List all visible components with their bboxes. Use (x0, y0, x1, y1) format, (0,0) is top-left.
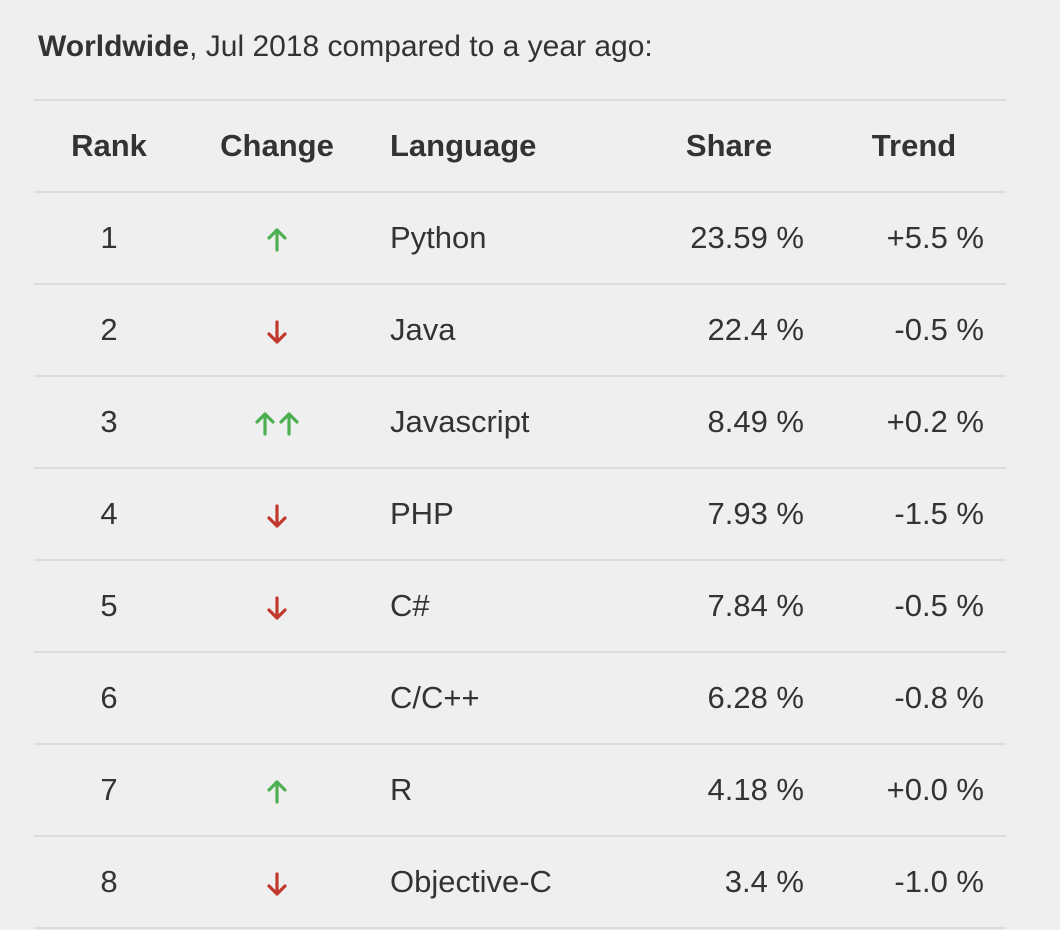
row-divider (34, 651, 1006, 653)
row-divider (34, 283, 1006, 285)
change-cell (202, 284, 352, 376)
share-cell: 8.49 % (707, 404, 804, 439)
trend-cell: +0.2 % (886, 404, 984, 439)
row-divider (34, 559, 1006, 561)
share-cell: 22.4 % (707, 312, 804, 347)
double-arrow-up-icon (255, 412, 299, 436)
rank-cell: 1 (100, 220, 118, 255)
change-cell (202, 376, 352, 468)
share-cell: 23.59 % (690, 220, 804, 255)
language-cell: Javascript (390, 404, 530, 439)
language-cell: C# (390, 588, 430, 623)
arrow-down-icon (267, 872, 287, 896)
language-cell: Objective-C (390, 864, 552, 899)
trend-cell: +5.5 % (886, 220, 984, 255)
language-cell: Java (390, 312, 456, 347)
arrow-down-icon (267, 504, 287, 528)
column-header-language: Language (390, 128, 537, 163)
row-divider (34, 375, 1006, 377)
trend-cell: -0.8 % (894, 680, 984, 715)
language-cell: C/C++ (390, 680, 480, 715)
rank-cell: 4 (100, 496, 118, 531)
rank-cell: 8 (100, 864, 118, 899)
row-divider (34, 467, 1006, 469)
trend-cell: -0.5 % (894, 588, 984, 623)
change-cell (202, 468, 352, 560)
arrow-down-icon (267, 596, 287, 620)
arrow-up-icon (267, 780, 287, 804)
column-header-rank: Rank (71, 128, 147, 163)
share-cell: 7.93 % (707, 496, 804, 531)
column-header-trend: Trend (871, 128, 957, 163)
change-cell (202, 192, 352, 284)
language-cell: PHP (390, 496, 454, 531)
column-header-share: Share (685, 128, 773, 163)
change-cell (202, 744, 352, 836)
language-cell: Python (390, 220, 487, 255)
column-header-change: Change (220, 128, 334, 163)
change-cell (202, 560, 352, 652)
page-title-rest: , Jul 2018 compared to a year ago: (189, 30, 653, 63)
arrow-up-icon (267, 228, 287, 252)
change-cell (202, 836, 352, 928)
trend-cell: -1.0 % (894, 864, 984, 899)
trend-cell: -0.5 % (894, 312, 984, 347)
trend-cell: +0.0 % (886, 772, 984, 807)
share-cell: 7.84 % (707, 588, 804, 623)
row-divider (34, 835, 1006, 837)
language-cell: R (390, 772, 413, 807)
row-divider (34, 927, 1006, 929)
rank-cell: 2 (100, 312, 118, 347)
rank-cell: 6 (100, 680, 118, 715)
change-cell (202, 652, 352, 744)
share-cell: 4.18 % (707, 772, 804, 807)
rank-cell: 5 (100, 588, 118, 623)
arrow-down-icon (267, 320, 287, 344)
row-divider (34, 743, 1006, 745)
page-title-bold: Worldwide (38, 30, 190, 63)
share-cell: 6.28 % (707, 680, 804, 715)
row-divider (34, 99, 1006, 101)
row-divider (34, 191, 1006, 193)
share-cell: 3.4 % (724, 864, 804, 899)
rank-cell: 3 (100, 404, 118, 439)
rank-cell: 7 (100, 772, 118, 807)
trend-cell: -1.5 % (894, 496, 984, 531)
page-title: Worldwide, Jul 2018 compared to a year a… (38, 30, 653, 64)
